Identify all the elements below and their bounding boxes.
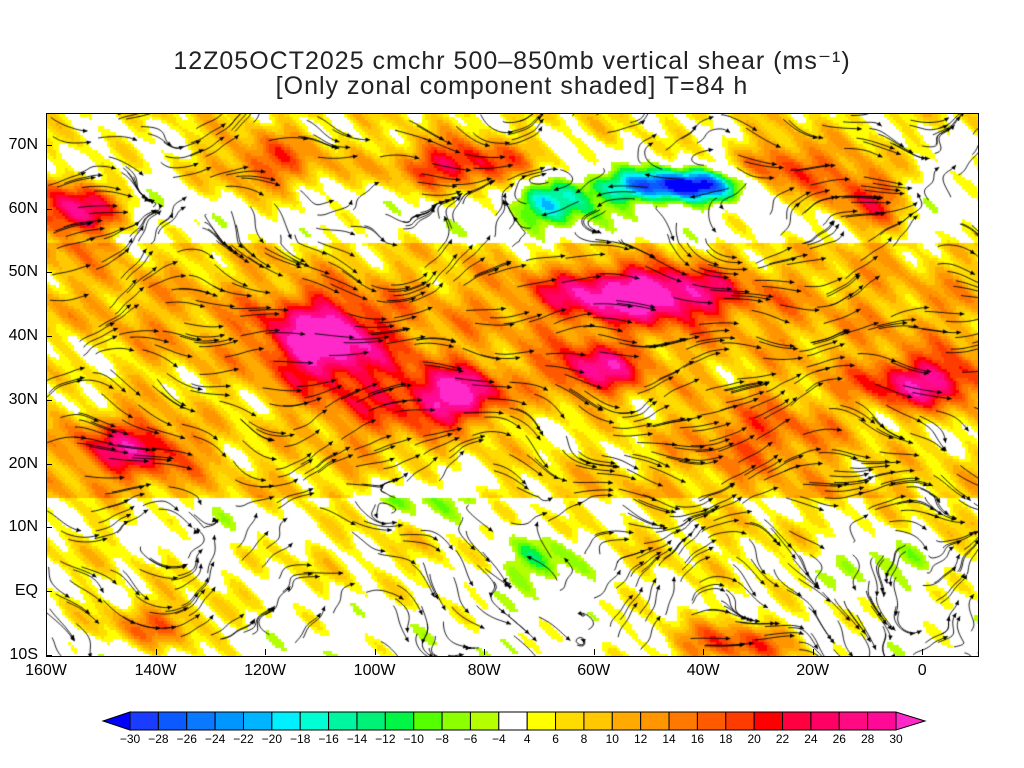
colorbar-box: [214, 711, 244, 731]
colorbar-label: −4: [491, 732, 506, 746]
colorbar-box: [583, 711, 613, 731]
x-tick: [265, 649, 267, 655]
colorbar-box: [441, 711, 471, 731]
colorbar-label: 18: [719, 732, 733, 746]
colorbar-box: [413, 711, 443, 731]
colorbar-label: −26: [176, 732, 197, 746]
x-tick-label: 80W: [467, 662, 501, 679]
y-tick-label: EQ: [14, 582, 38, 600]
chart-subtitle: [Only zonal component shaded] T=84 h: [275, 72, 749, 100]
colorbar-box: [555, 711, 585, 731]
colorbar-label: 10: [605, 732, 619, 746]
x-tick-label: 140W: [134, 662, 177, 679]
x-tick-label: 120W: [244, 662, 286, 679]
colorbar-label: 26: [832, 732, 846, 746]
y-tick-label: 50N: [8, 263, 38, 281]
colorbar: [101, 711, 927, 731]
colorbar-label: −10: [403, 732, 424, 746]
x-tick: [812, 649, 814, 655]
colorbar-label: −6: [463, 732, 478, 746]
colorbar-box: [242, 711, 273, 731]
y-tick-label: 40N: [8, 327, 38, 345]
y-tick-label: 60N: [8, 199, 38, 217]
colorbar-label: −30: [119, 732, 141, 746]
y-tick: [46, 399, 52, 401]
y-tick-label: 70N: [8, 135, 38, 153]
y-tick: [46, 591, 52, 593]
x-tick-label: 60W: [577, 662, 611, 679]
colorbar-label: 6: [552, 732, 559, 746]
x-tick: [922, 649, 924, 655]
colorbar-label: 24: [804, 732, 818, 746]
colorbar-label: 12: [633, 732, 648, 746]
colorbar-box: [186, 711, 216, 731]
x-tick: [593, 649, 595, 655]
colorbar-box: [129, 711, 159, 731]
colorbar-box: [696, 711, 727, 731]
colorbar-label: −20: [261, 732, 283, 746]
colorbar-box: [668, 711, 698, 731]
colorbar-box: [725, 711, 755, 731]
colorbar-label: 14: [662, 732, 676, 746]
colorbar-label: −24: [204, 732, 226, 746]
colorbar-label: 28: [860, 732, 875, 746]
colorbar-label: 30: [889, 732, 903, 746]
y-tick-label: 20N: [8, 454, 38, 472]
x-tick-label: 0: [917, 662, 927, 679]
y-tick-label: 10S: [9, 646, 38, 663]
colorbar-box: [753, 711, 784, 731]
y-tick: [46, 336, 52, 338]
y-tick: [46, 463, 52, 465]
colorbar-box: [810, 711, 840, 731]
colorbar-label: 8: [580, 732, 588, 746]
y-tick: [46, 527, 52, 529]
x-tick: [155, 649, 157, 655]
y-tick: [46, 655, 52, 656]
colorbar-box: [782, 711, 812, 731]
y-tick: [46, 144, 52, 146]
y-tick-label: 30N: [8, 390, 38, 408]
y-tick: [46, 272, 52, 274]
x-tick-label: 20W: [796, 662, 830, 679]
colorbar-box: [271, 711, 301, 731]
colorbar-label: −16: [318, 732, 339, 746]
colorbar-label: −28: [148, 732, 169, 746]
y-tick-label: 10N: [8, 518, 38, 536]
colorbar-label: −18: [290, 732, 311, 746]
colorbar-over-triangle: [895, 711, 927, 731]
x-tick-label: 160W: [25, 662, 67, 679]
x-tick: [484, 649, 486, 655]
colorbar-box: [328, 711, 358, 731]
colorbar-box: [157, 711, 188, 731]
shear-map-plot: [46, 113, 979, 657]
x-tick-label: 100W: [353, 662, 396, 679]
colorbar-label: 4: [523, 732, 531, 746]
colorbar-box: [498, 711, 528, 731]
colorbar-box: [299, 711, 330, 731]
colorbar-label: −8: [435, 732, 449, 746]
x-tick: [703, 649, 705, 655]
colorbar-box: [867, 711, 897, 731]
colorbar-box: [384, 711, 415, 731]
colorbar-label: 22: [775, 732, 790, 746]
colorbar-box: [640, 711, 670, 731]
x-tick: [374, 649, 376, 655]
colorbar-label: −14: [346, 732, 368, 746]
colorbar-under-triangle: [101, 711, 131, 731]
colorbar-label: 16: [690, 732, 705, 746]
y-tick: [46, 208, 52, 210]
x-tick-label: 40W: [686, 662, 720, 679]
colorbar-label: −22: [233, 732, 254, 746]
colorbar-box: [356, 711, 386, 731]
chart-title: 12Z05OCT2025 cmchr 500–850mb vertical sh…: [173, 47, 851, 75]
colorbar-box: [469, 711, 500, 731]
colorbar-box: [838, 711, 869, 731]
colorbar-label: −12: [375, 732, 396, 746]
colorbar-box: [526, 711, 557, 731]
x-tick: [46, 649, 47, 655]
colorbar-label: 20: [747, 732, 761, 746]
colorbar-box: [611, 711, 642, 731]
